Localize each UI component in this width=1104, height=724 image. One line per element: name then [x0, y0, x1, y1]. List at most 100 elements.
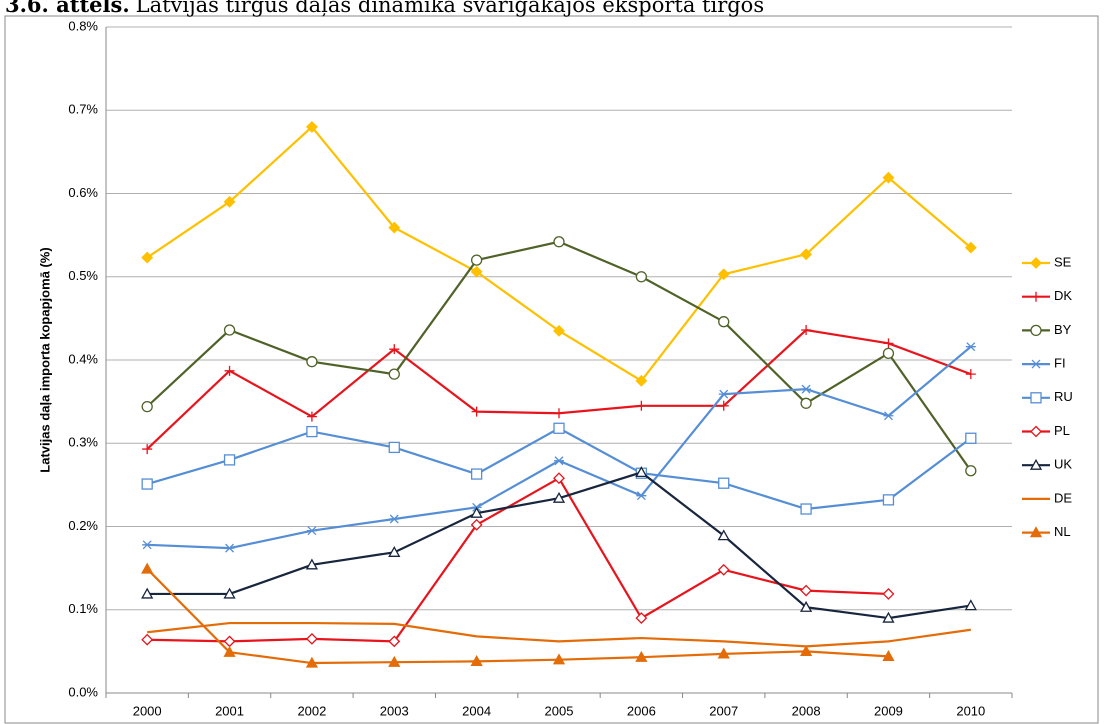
legend-label: UK [1054, 457, 1072, 472]
legend-marker [1030, 324, 1042, 337]
y-tick-label: 0.2% [68, 518, 98, 533]
data-point [965, 342, 976, 352]
legend-marker [1029, 458, 1043, 470]
data-point [305, 558, 319, 570]
x-tick-label: 2001 [215, 703, 244, 718]
data-point [553, 236, 565, 248]
legend-label: NL [1054, 524, 1071, 539]
series-line [147, 476, 889, 643]
legend-marker [1031, 291, 1041, 302]
data-point [224, 543, 235, 553]
data-point [883, 338, 894, 349]
data-point [306, 356, 318, 368]
legend-marker [1030, 392, 1042, 404]
legend-label: DE [1054, 490, 1072, 505]
data-point [223, 645, 236, 657]
x-tick-label: 2007 [709, 703, 738, 718]
data-point [306, 425, 318, 438]
legend-marker [1031, 359, 1041, 369]
y-tick-label: 0.0% [68, 684, 98, 699]
legend-marker [1029, 526, 1043, 538]
series-line [147, 621, 971, 648]
data-point [470, 655, 483, 667]
data-point [388, 441, 400, 454]
y-tick-label: 0.8% [68, 18, 98, 33]
data-point [800, 397, 812, 409]
data-point [306, 526, 317, 536]
legend-marker [1030, 257, 1042, 269]
data-point [799, 645, 813, 657]
data-point [635, 612, 648, 624]
data-point [717, 563, 730, 576]
legend-label: FI [1054, 356, 1066, 371]
x-tick-label: 2002 [297, 703, 326, 718]
data-point [470, 506, 483, 518]
data-point [883, 411, 894, 421]
x-tick-label: 2005 [545, 703, 574, 718]
data-point [305, 656, 319, 668]
data-point [224, 365, 235, 376]
x-tick-label: 2008 [792, 703, 821, 718]
data-point [801, 325, 812, 336]
data-point [801, 384, 812, 394]
data-point [553, 472, 565, 485]
x-tick-label: 2000 [133, 703, 162, 718]
data-point [635, 466, 648, 478]
legend-label: SE [1054, 254, 1072, 269]
data-point [388, 545, 401, 557]
legend-marker [1030, 425, 1042, 438]
title-text: Latvijas tirgus daļas dinamika svarīgāka… [136, 0, 764, 17]
data-point [389, 514, 400, 524]
data-point [553, 422, 565, 434]
x-tick-label: 2003 [380, 703, 409, 718]
data-point [388, 655, 401, 667]
data-point [223, 195, 236, 208]
data-point [718, 389, 729, 399]
data-point [552, 653, 566, 665]
data-point [635, 271, 648, 283]
data-point [388, 635, 401, 648]
data-point [882, 171, 895, 184]
data-point [553, 324, 565, 337]
data-point [800, 503, 812, 515]
data-point [305, 120, 318, 133]
data-point [800, 584, 813, 597]
data-point [882, 611, 895, 623]
y-tick-label: 0.1% [68, 601, 98, 616]
data-point [141, 251, 154, 264]
data-point [882, 347, 895, 359]
data-point [142, 540, 153, 550]
data-point [141, 587, 154, 599]
x-tick-label: 2004 [462, 703, 491, 718]
y-tick-label: 0.7% [68, 102, 98, 117]
data-point [554, 408, 564, 419]
data-point [388, 368, 400, 380]
data-point [718, 477, 730, 489]
data-point [718, 400, 729, 411]
data-point [717, 647, 730, 659]
data-point [223, 587, 236, 599]
data-point [305, 632, 318, 645]
data-point [471, 406, 482, 417]
data-point [636, 400, 647, 411]
series-line [146, 568, 889, 665]
data-point [389, 344, 400, 355]
data-point [799, 600, 813, 612]
x-tick-label: 2006 [627, 703, 656, 718]
legend-label: BY [1054, 322, 1072, 337]
y-tick-label: 0.5% [68, 268, 98, 283]
data-point [470, 265, 483, 278]
data-point [470, 468, 483, 480]
legend-label: DK [1054, 288, 1072, 303]
title-label: 3.6. attēls. [5, 0, 130, 17]
y-axis-label: Latvijas daļa importa kopapjomā (%) [37, 247, 52, 472]
data-point [141, 562, 154, 574]
data-point [635, 650, 648, 662]
chart-border [4, 15, 1099, 724]
data-point [718, 316, 730, 328]
data-point [800, 248, 813, 261]
data-point [882, 494, 895, 506]
chart-title: 3.6. attēls. Latvijas tirgus daļas dinami… [5, 0, 764, 17]
data-point [636, 491, 647, 501]
